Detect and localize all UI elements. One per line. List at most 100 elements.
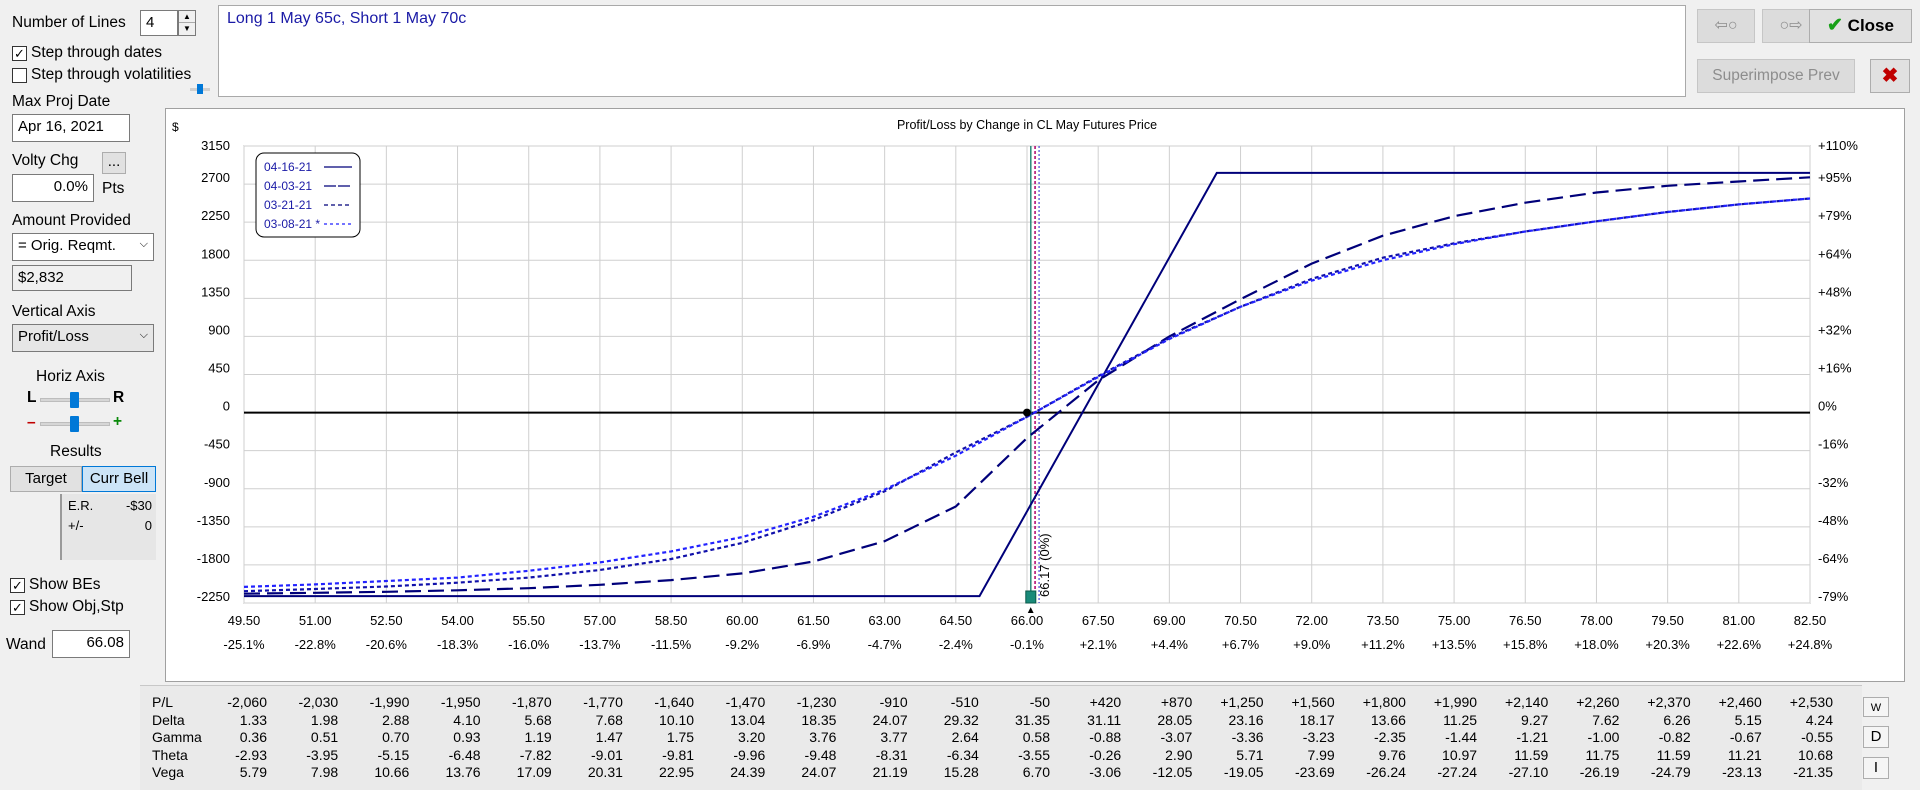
x-pct-label: +24.8% xyxy=(1788,637,1833,652)
horiz-axis-slider[interactable] xyxy=(40,391,110,409)
zoom-minus-icon[interactable]: – xyxy=(27,414,36,431)
y2-tick-label: -32% xyxy=(1818,475,1849,490)
greeks-cell: 18.35 xyxy=(801,711,837,728)
step-dates-checkbox[interactable]: ✓ xyxy=(12,46,27,61)
x-tick-label: 78.00 xyxy=(1580,613,1613,628)
amount-provided-select[interactable]: = Orig. Reqmt. ⌵ xyxy=(12,233,154,261)
greeks-cell: 5.68 xyxy=(524,711,552,728)
greeks-cell: 7.68 xyxy=(595,711,623,728)
chart-title: Profit/Loss by Change in CL May Futures … xyxy=(897,118,1157,132)
x-pct-label: -0.1% xyxy=(1010,637,1044,652)
chevron-down-icon: ⌵ xyxy=(139,329,148,341)
greeks-cell: -23.13 xyxy=(1722,764,1762,780)
zoom-plus-icon[interactable]: + xyxy=(113,413,123,430)
chart-panel[interactable]: Profit/Loss by Change in CL May Futures … xyxy=(165,108,1905,682)
greeks-cell: -9.48 xyxy=(804,746,837,763)
greeks-cell: -23.69 xyxy=(1295,764,1335,780)
greeks-i-button[interactable]: I xyxy=(1863,757,1889,779)
target-button[interactable]: Target xyxy=(10,466,82,492)
greeks-cell: -5.15 xyxy=(377,746,410,763)
greeks-cell: 10.68 xyxy=(1797,746,1833,763)
greeks-cell: 18.17 xyxy=(1299,711,1335,728)
num-lines-spinner[interactable]: ▲ ▼ xyxy=(178,10,196,36)
legend-entry: 03-08-21 * xyxy=(264,217,320,231)
num-lines-input[interactable]: 4 xyxy=(140,10,178,36)
er-value: -$30 xyxy=(125,498,152,513)
greeks-cell: 9.76 xyxy=(1378,746,1406,763)
x-pct-label: +18.0% xyxy=(1574,637,1619,652)
greeks-cell: -2.35 xyxy=(1373,729,1406,745)
strategy-description[interactable]: Long 1 May 65c, Short 1 May 70c xyxy=(218,5,1686,97)
spinner-up-icon[interactable]: ▲ xyxy=(179,11,195,23)
greeks-cell: -27.10 xyxy=(1508,764,1549,780)
delete-button[interactable]: ✖ xyxy=(1870,59,1910,93)
greeks-cell: 23.16 xyxy=(1228,711,1264,728)
check-icon: ✔ xyxy=(1827,15,1843,36)
x-pct-label: +6.7% xyxy=(1222,637,1260,652)
back-button[interactable]: ⇦○ xyxy=(1697,9,1755,43)
greeks-cell: -1,470 xyxy=(725,694,766,710)
greeks-cell: 28.05 xyxy=(1157,711,1193,728)
greeks-cell: 5.79 xyxy=(239,764,267,780)
series-line xyxy=(244,171,1810,598)
greeks-w-button[interactable]: W xyxy=(1863,697,1889,717)
greeks-cell: 11.75 xyxy=(1585,746,1620,763)
greeks-cell: 1.33 xyxy=(239,711,267,728)
x-pct-label: -11.5% xyxy=(651,637,692,652)
vertical-axis-label: Vertical Axis xyxy=(12,303,96,320)
wand-input[interactable]: 66.08 xyxy=(52,630,130,658)
show-obj-checkbox[interactable]: ✓ xyxy=(10,600,25,615)
show-bes-checkbox[interactable]: ✓ xyxy=(10,578,25,593)
greeks-cell: -8.31 xyxy=(875,746,908,763)
x-tick-label: 64.50 xyxy=(940,613,973,628)
legend-entry: 03-21-21 xyxy=(264,198,312,212)
greeks-row-label: Theta xyxy=(152,746,188,763)
greeks-cell: -50 xyxy=(1029,694,1050,710)
step-slider[interactable] xyxy=(190,84,210,94)
x-tick-label: 66.00 xyxy=(1011,613,1044,628)
y2-tick-label: +79% xyxy=(1818,208,1852,223)
volty-chg-label: Volty Chg xyxy=(12,152,79,169)
greeks-cell: 7.62 xyxy=(1592,711,1620,728)
x-pct-label: -20.6% xyxy=(366,637,408,652)
spinner-down-icon[interactable]: ▼ xyxy=(183,24,191,33)
greeks-cell: 2.88 xyxy=(382,711,410,728)
max-proj-date-label: Max Proj Date xyxy=(12,93,111,110)
max-proj-date-input[interactable]: Apr 16, 2021 xyxy=(12,114,130,142)
w-label: W xyxy=(1870,702,1882,714)
greeks-cell: 13.66 xyxy=(1370,711,1406,728)
volty-chg-input[interactable]: 0.0% xyxy=(12,174,94,202)
greeks-cell: 0.58 xyxy=(1022,729,1050,745)
vertical-axis-select[interactable]: Profit/Loss ⌵ xyxy=(12,324,154,352)
series-line xyxy=(243,197,1811,593)
greeks-cell: +870 xyxy=(1160,694,1193,710)
greeks-cell: 11.59 xyxy=(1514,746,1549,763)
close-button[interactable]: ✔ Close xyxy=(1809,9,1912,43)
greeks-cell: 31.11 xyxy=(1087,711,1122,728)
greeks-cell: -0.26 xyxy=(1089,746,1122,763)
x-tick-label: 79.50 xyxy=(1651,613,1684,628)
wand-label: Wand xyxy=(6,636,46,653)
greeks-cell: 10.97 xyxy=(1442,746,1478,763)
greeks-cell: -0.82 xyxy=(1658,729,1691,745)
volty-chg-button[interactable]: ... xyxy=(102,152,126,174)
greeks-cell: 3.20 xyxy=(738,729,766,745)
zoom-slider[interactable] xyxy=(40,415,110,433)
greeks-cell: -27.24 xyxy=(1437,764,1478,780)
step-vols-checkbox[interactable] xyxy=(12,68,27,83)
greeks-cell: -3.36 xyxy=(1231,729,1264,745)
x-tick-label: 72.00 xyxy=(1295,613,1328,628)
greeks-cell: -510 xyxy=(950,694,979,710)
greeks-cell: 1.19 xyxy=(524,729,552,745)
greeks-cell: -6.48 xyxy=(448,746,481,763)
x-pct-label: +9.0% xyxy=(1293,637,1331,652)
greeks-d-button[interactable]: D xyxy=(1863,726,1889,748)
greeks-cell: +1,560 xyxy=(1291,694,1335,710)
greeks-row-label: P/L xyxy=(152,694,174,710)
curr-bell-button[interactable]: Curr Bell xyxy=(82,466,156,492)
x-tick-label: 55.50 xyxy=(512,613,545,628)
greeks-cell: 17.09 xyxy=(516,764,552,780)
breakeven-marker xyxy=(1023,408,1031,417)
profit-loss-chart[interactable]: Profit/Loss by Change in CL May Futures … xyxy=(166,109,1904,681)
superimpose-prev-button[interactable]: Superimpose Prev xyxy=(1697,59,1855,93)
